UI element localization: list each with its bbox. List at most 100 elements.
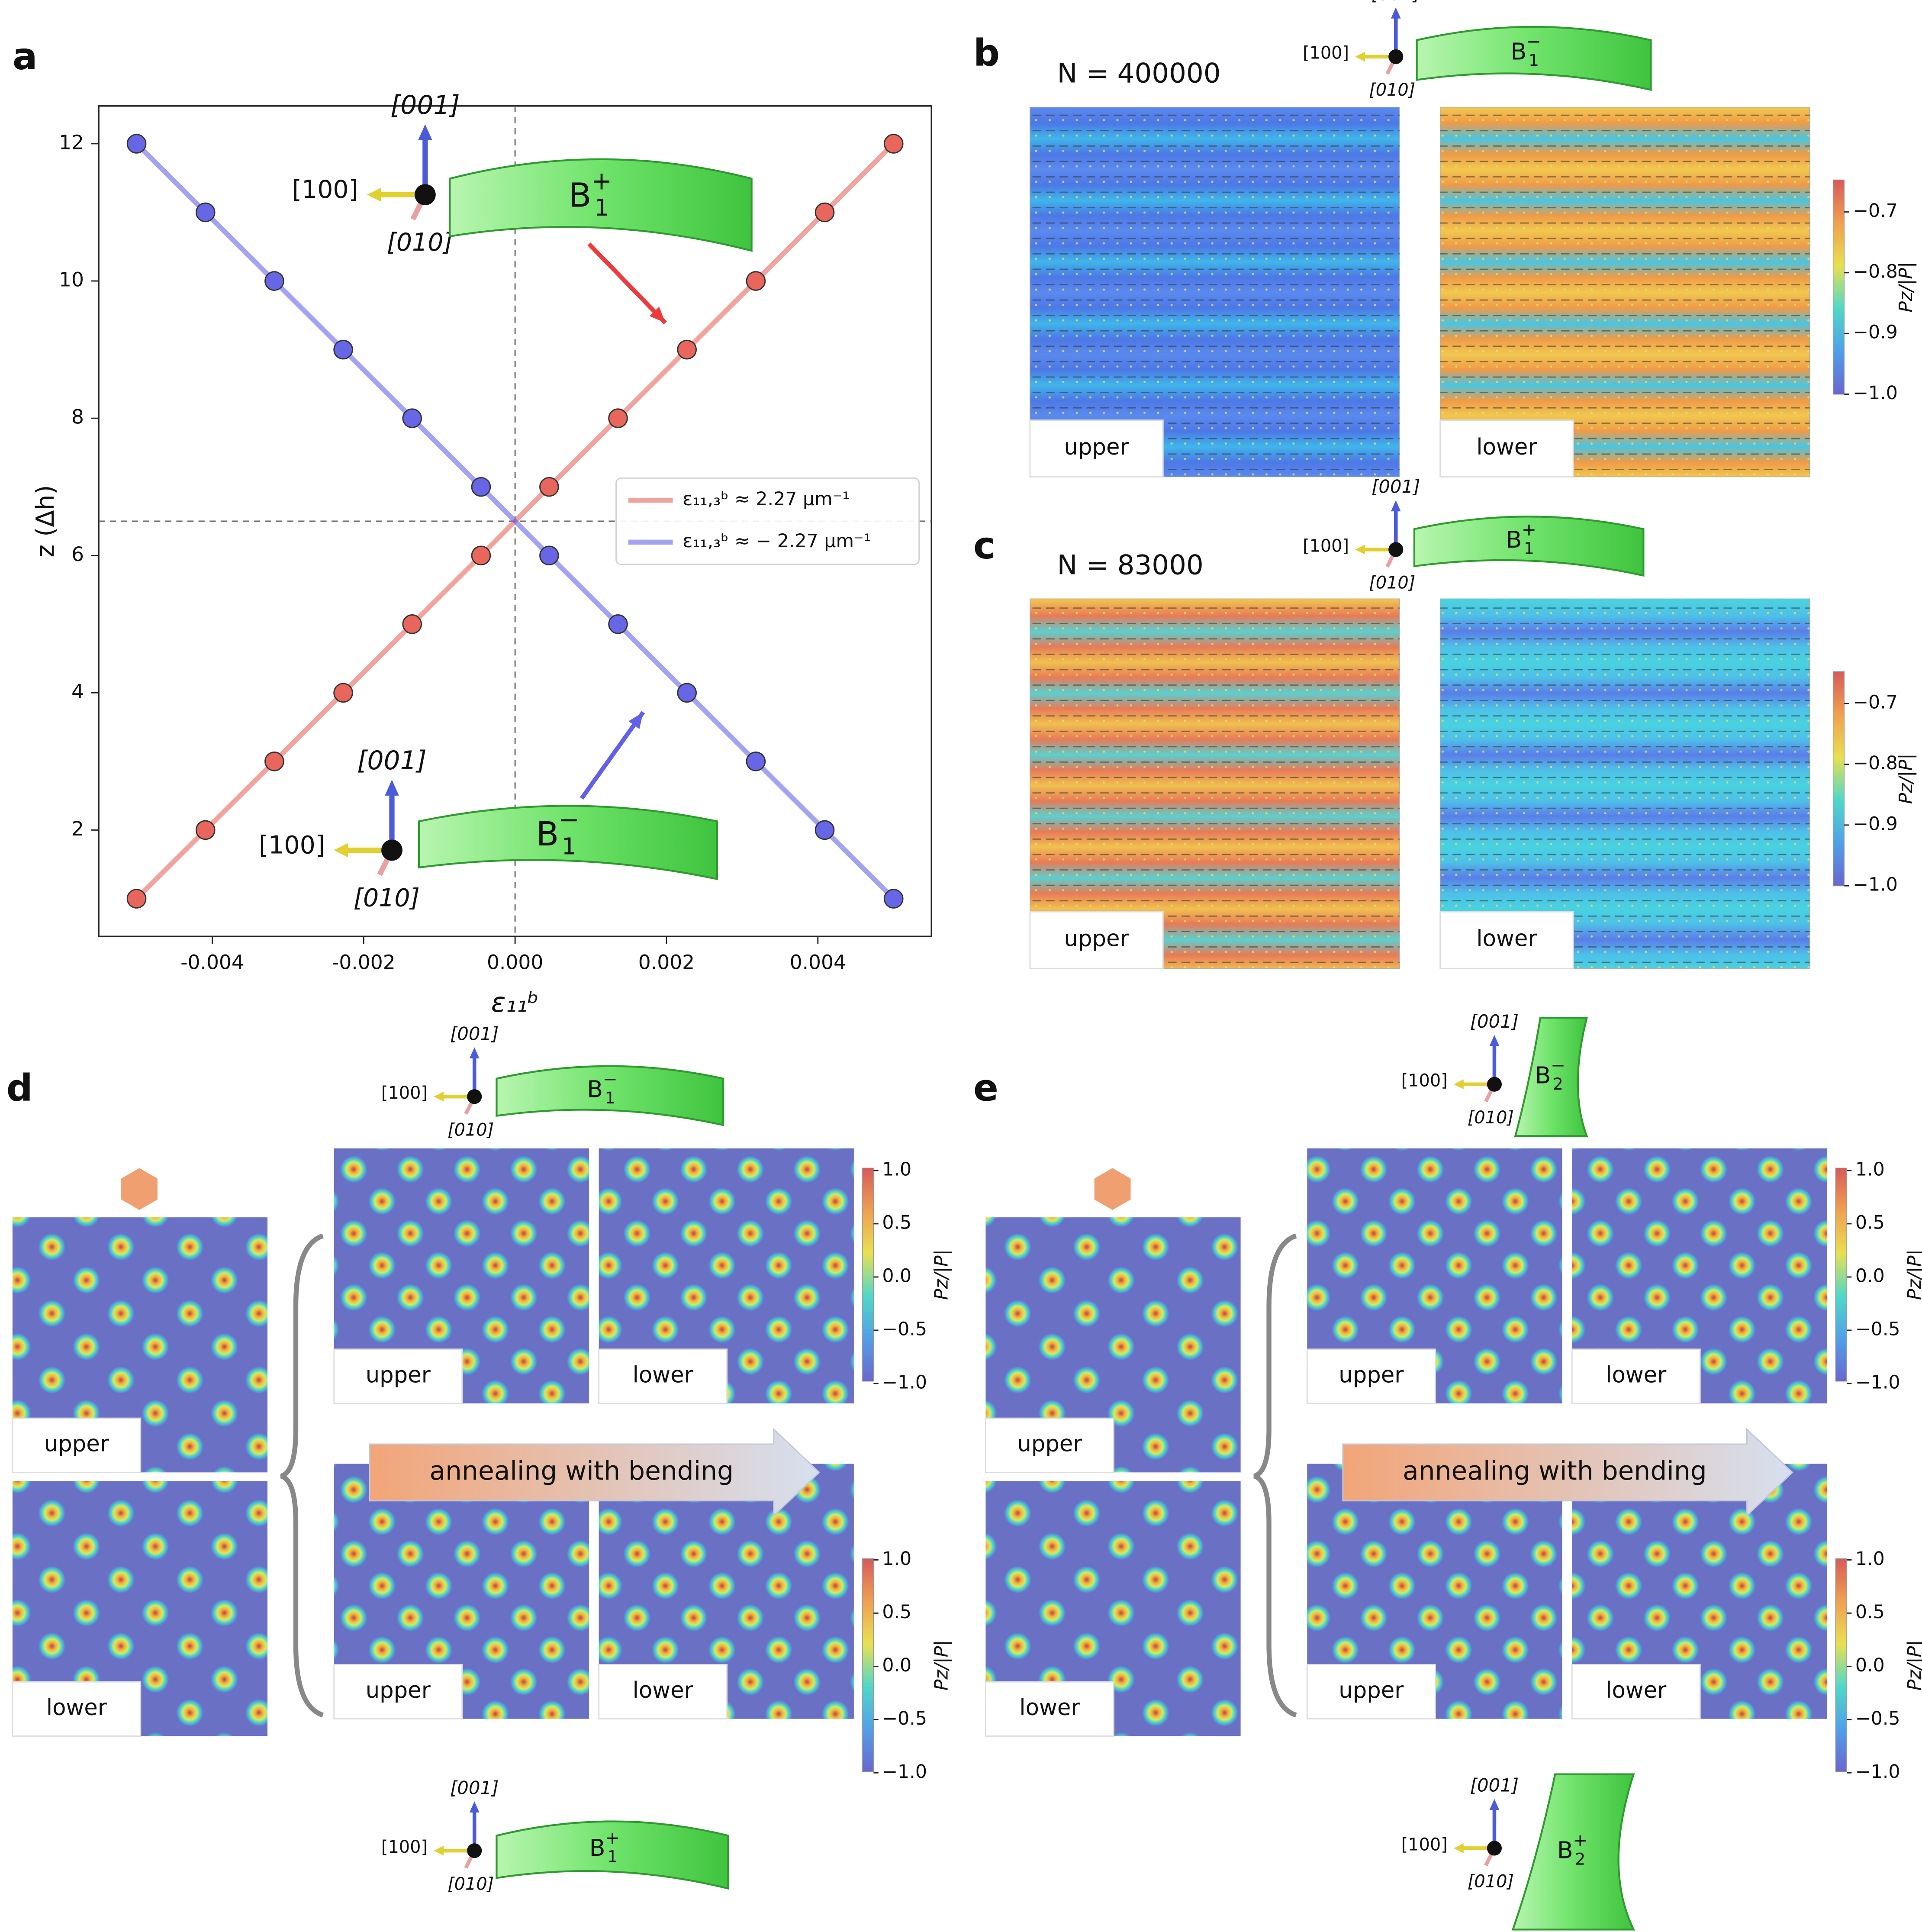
axis-label: [100] [1401,1071,1448,1091]
map-label: upper [1017,1431,1082,1457]
map-label: lower [1019,1695,1080,1721]
colorbar-tick-label: 0.0 [1855,1655,1885,1676]
axis-head [418,124,432,140]
colorbar-tick-label: 0.5 [1855,1212,1885,1233]
axis-label: [001] [1470,1775,1519,1796]
axis-head [1454,1079,1464,1090]
data-point [677,683,697,703]
axis-label: [010] [1468,1872,1514,1892]
map-label-box [1306,1664,1436,1720]
slab-label-sup: − [1551,1055,1565,1075]
axis-label: [010] [448,1120,494,1140]
map-label-box [985,1417,1114,1473]
axis-label: [100] [259,831,325,859]
axis-origin [414,184,436,206]
axis-head [1489,1799,1500,1810]
slab-label-sup: − [603,1069,618,1090]
colorbar [1835,1168,1847,1382]
colorbar [862,1558,874,1772]
hexagon-icon [121,1168,158,1210]
data-point [195,820,216,840]
map-label-box [1439,911,1574,969]
series-line [135,142,895,901]
axis-label: [010] [1369,80,1415,100]
slab-label-sup: − [559,805,579,834]
map-label: lower [1606,1677,1667,1703]
axis-head [1489,1035,1500,1046]
axis-origin [467,1843,482,1858]
data-point [746,271,766,291]
axis-label: [010] [448,1874,494,1894]
slab-label: B [589,1834,605,1861]
axis-origin [381,839,402,861]
polarization-arrows [1440,107,1810,477]
colorbar-tick-label: −0.5 [1855,1708,1900,1729]
axis-head [469,1801,480,1813]
map-label: upper [44,1431,109,1457]
slab-label: B [587,1075,603,1103]
data-point [539,545,559,566]
data-point [883,889,904,909]
axis-label: [001] [357,746,427,776]
legend-box [615,477,920,565]
hexagon-icon [1094,1168,1131,1210]
axis-head [1454,1843,1464,1853]
polarization-arrows [1030,599,1400,969]
axis-label: [100] [381,1837,428,1857]
data-point [815,820,835,840]
slab-label-sub: 1 [607,1847,618,1866]
map-label: lower [1476,434,1537,460]
data-point [608,614,628,634]
data-point [471,477,491,497]
colorbar-tick-label: −1.0 [1853,382,1898,404]
map-label-box [598,1664,728,1720]
bent-slab [1413,516,1645,577]
polarization-arrows [1440,599,1810,969]
axis-label: [001] [1371,476,1420,497]
map-label-box [1029,419,1164,477]
panel-label: c [973,525,995,568]
x-tick-label: 0.004 [790,951,846,974]
axis-label: [001] [1371,0,1420,4]
data-point [264,752,284,771]
colorbar-tick-label: 0.5 [882,1601,911,1623]
axis-origin [1388,542,1404,557]
colorbar-tick-label: −1.0 [882,1371,927,1393]
slab-label-sub: 1 [605,1088,615,1107]
colorbar-tick-label: 0.0 [1855,1265,1885,1287]
data-point [608,408,628,428]
panel-title: N = 400000 [1057,58,1221,89]
axis-label: [010] [387,228,453,257]
map-label: upper [366,1677,431,1703]
slab-label: B [569,176,592,215]
map-label: lower [1476,926,1537,952]
x-axis-label: ε₁₁ᵇ [491,987,539,1018]
colorbar-label: Pz/|P| [930,1249,952,1300]
bent-slab [1416,26,1652,91]
process-arrow [369,1428,821,1517]
slab-label-sub: 1 [594,194,609,221]
panel-label: d [6,1067,33,1110]
slab-label-sub: 2 [1553,1074,1563,1093]
y-tick-label: 6 [71,543,84,566]
data-point [471,545,491,566]
map-label-box [12,1681,142,1737]
panel-title: N = 83000 [1057,549,1204,581]
x-tick-label: -0.002 [332,951,396,974]
colorbar-label: Pz/|P| [1904,1640,1922,1690]
y-tick-label: 12 [59,131,84,154]
map-label: upper [366,1362,431,1388]
axis-label: [001] [450,1023,499,1044]
legend-label: ε₁₁,₃ᵇ ≈ − 2.27 μm⁻¹ [683,530,871,552]
axis-head [1391,500,1401,512]
colorbar-tick-label: −1.0 [1853,874,1898,896]
x-tick-label: 0.002 [638,951,695,974]
colorbar-tick-label: −0.5 [882,1708,927,1729]
slab-label-sup: + [1573,1830,1587,1851]
axis-origin [1487,1077,1502,1092]
polarization-arrows [1030,107,1400,477]
colorbar [1832,179,1845,395]
colorbar-tick-label: −1.0 [882,1761,927,1783]
slab-label: B [1557,1837,1573,1864]
axis-label: [100] [1401,1835,1448,1855]
